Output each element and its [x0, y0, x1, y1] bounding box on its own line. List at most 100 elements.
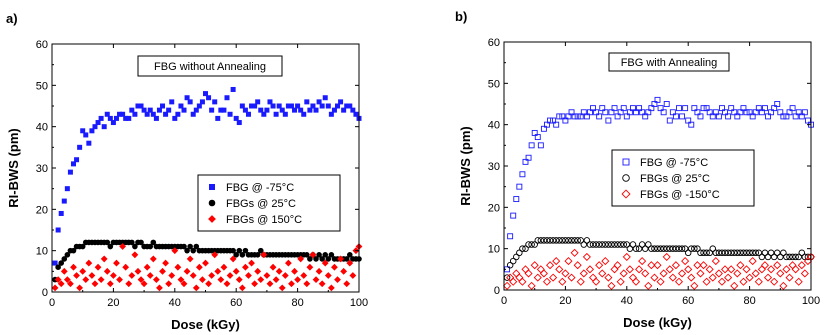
data-point [273, 111, 279, 117]
data-point [669, 245, 677, 252]
data-point [792, 253, 799, 261]
data-point [512, 269, 521, 278]
data-point [619, 269, 628, 278]
data-point [171, 247, 179, 255]
data-point [113, 259, 120, 267]
data-point [559, 113, 566, 120]
data-point [786, 109, 793, 116]
data-point [635, 245, 643, 252]
data-point [123, 115, 129, 121]
data-point [678, 269, 687, 278]
data-point [736, 261, 745, 270]
data-point [672, 113, 679, 120]
data-point [669, 109, 676, 116]
data-point [749, 113, 756, 120]
data-point [671, 261, 680, 270]
data-point [141, 107, 147, 113]
data-point [768, 109, 775, 116]
data-point [749, 249, 756, 257]
data-point [684, 249, 692, 257]
data-point [226, 272, 234, 279]
data-point [682, 105, 689, 112]
data-point [88, 272, 96, 279]
data-point [528, 142, 535, 149]
series-1 [503, 237, 815, 281]
data-point [595, 261, 604, 270]
data-point [169, 99, 175, 105]
data-point [693, 261, 702, 270]
data-point [266, 280, 274, 288]
legend-box [197, 174, 341, 232]
data-point [684, 265, 693, 274]
data-point [537, 142, 544, 149]
data-point [613, 261, 622, 270]
data-point [203, 91, 208, 97]
data-point [709, 113, 716, 120]
x-tick-label: 60 [230, 297, 242, 309]
data-point [58, 260, 65, 266]
data-point [57, 280, 65, 288]
data-point [217, 276, 225, 283]
data-point [313, 107, 319, 113]
legend-marker [208, 199, 216, 207]
data-point [131, 251, 139, 259]
data-point [549, 237, 557, 244]
data-point [706, 109, 713, 116]
data-point [715, 113, 722, 120]
data-point [570, 248, 579, 257]
data-point [797, 261, 806, 270]
data-point [192, 284, 200, 292]
data-point [315, 267, 323, 275]
data-point [149, 255, 157, 263]
data-point [559, 237, 566, 244]
data-point [190, 247, 197, 254]
data-point [233, 115, 239, 121]
data-point [165, 280, 173, 288]
data-point [611, 105, 618, 112]
data-point [177, 276, 185, 283]
data-point [73, 272, 80, 279]
data-point [516, 183, 523, 190]
data-point [313, 256, 319, 262]
data-point [617, 241, 624, 248]
data-point [583, 237, 591, 244]
legend-label: FBGs @ 25°C [640, 173, 710, 185]
data-point [202, 259, 209, 267]
data-point [91, 280, 99, 288]
data-point [678, 245, 686, 252]
data-point [555, 265, 564, 274]
data-point [184, 247, 190, 254]
data-point [755, 249, 763, 257]
data-point [193, 107, 199, 113]
data-point [765, 113, 771, 120]
data-point [777, 253, 784, 261]
data-point [755, 105, 762, 112]
data-point [721, 265, 730, 274]
data-point [83, 132, 89, 138]
data-point [245, 111, 251, 117]
data-point [626, 245, 634, 252]
data-point [278, 284, 286, 292]
data-point [561, 269, 570, 278]
data-point [626, 109, 633, 116]
data-point [215, 115, 221, 121]
data-point [730, 281, 739, 290]
data-point [64, 252, 71, 258]
data-point [577, 237, 585, 244]
data-point [516, 249, 523, 257]
data-point [325, 103, 331, 109]
data-point [699, 261, 708, 270]
x-tick-label: 0 [49, 297, 55, 309]
data-point [587, 109, 593, 116]
data-point [629, 241, 637, 248]
series-2 [503, 248, 816, 290]
data-point [346, 259, 354, 267]
data-point [602, 241, 609, 248]
data-point [67, 169, 73, 175]
data-point [347, 103, 353, 109]
data-point [663, 245, 670, 252]
data-point [303, 280, 311, 288]
data-point [751, 269, 760, 278]
data-point [168, 272, 176, 279]
data-point [533, 273, 542, 282]
